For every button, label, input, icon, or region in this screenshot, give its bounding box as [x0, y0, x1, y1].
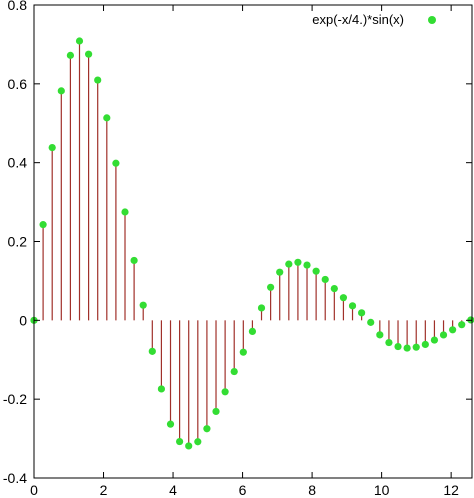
data-point	[166, 420, 175, 428]
data-point	[367, 318, 375, 326]
data-point	[39, 221, 47, 229]
plot-frame	[33, 4, 473, 479]
x-tick-label: 8	[308, 482, 316, 498]
y-tick-label: 0.8	[8, 0, 28, 13]
x-tick-label: 10	[374, 482, 390, 498]
data-point	[439, 331, 448, 339]
data-point	[94, 76, 102, 84]
x-tick-label: 6	[239, 482, 247, 498]
y-tick-label: 0.2	[8, 234, 28, 250]
x-axis: 0 2 4 6 8 10 12	[30, 5, 459, 498]
data-point	[312, 267, 320, 275]
data-point	[348, 302, 357, 310]
y-tick-label: 0.6	[8, 76, 28, 92]
data-point	[303, 261, 311, 269]
data-point	[203, 425, 211, 433]
data-point	[112, 159, 120, 167]
data-point	[257, 304, 266, 312]
y-tick-label: 0	[19, 312, 27, 328]
data-point	[276, 268, 284, 276]
data-point	[130, 256, 138, 265]
data-point	[121, 208, 129, 216]
y-tick-label: -0.2	[3, 391, 27, 407]
legend-label: exp(-x/4.)*sin(x)	[312, 12, 404, 27]
data-point	[394, 342, 402, 351]
legend-marker	[428, 16, 436, 24]
y-tick-label: -0.4	[3, 470, 27, 486]
x-tick-label: 12	[443, 482, 459, 498]
y-axis: -0.4 -0.2 0 0.2 0.4 0.6 0.8	[3, 0, 472, 486]
data-point	[48, 143, 56, 152]
data-point	[321, 275, 329, 284]
data-point	[339, 294, 348, 302]
data-point	[194, 438, 202, 446]
data-point	[212, 407, 220, 416]
data-point	[103, 114, 111, 122]
data-point	[148, 347, 156, 355]
data-point	[75, 37, 84, 45]
data-point	[185, 442, 193, 450]
data-point	[139, 301, 147, 309]
data-point	[57, 87, 65, 95]
data-point	[176, 437, 184, 446]
data-point	[403, 344, 411, 352]
data-point	[330, 285, 338, 293]
data-point	[294, 258, 302, 266]
data-point	[430, 336, 439, 344]
data-point	[221, 388, 229, 396]
data-point	[239, 348, 247, 356]
data-point	[421, 340, 429, 349]
data-point	[230, 367, 238, 376]
data-point	[285, 260, 293, 268]
x-tick-label: 2	[100, 482, 108, 498]
data-point	[458, 321, 466, 329]
data-point	[85, 50, 93, 58]
data-point	[412, 343, 420, 351]
data-point	[248, 327, 257, 336]
data-point	[449, 326, 457, 334]
data-point	[267, 283, 275, 291]
y-tick-label: 0.4	[8, 155, 28, 171]
data-point	[376, 331, 384, 339]
x-tick-label: 0	[30, 482, 38, 498]
data-point	[157, 385, 166, 393]
points-layer	[30, 37, 474, 450]
data-point	[358, 309, 366, 317]
x-tick-label: 4	[169, 482, 177, 498]
data-point	[385, 338, 393, 347]
legend: exp(-x/4.)*sin(x)	[312, 12, 436, 27]
stems-layer	[42, 40, 472, 446]
data-point	[66, 51, 75, 59]
